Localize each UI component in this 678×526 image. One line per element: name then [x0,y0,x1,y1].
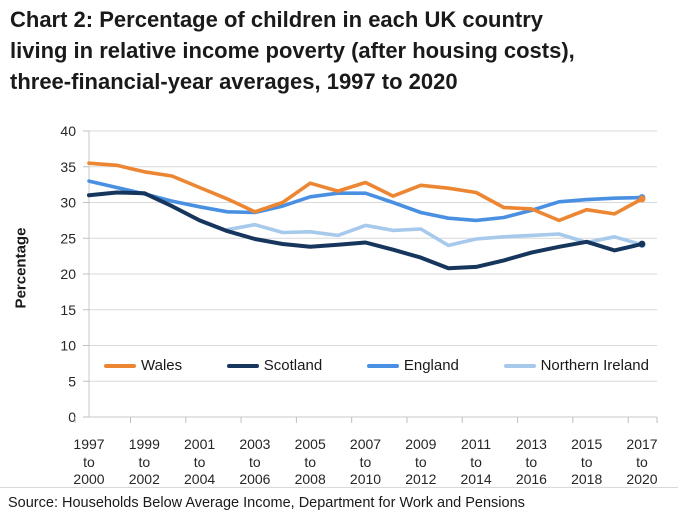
legend-item-northern-ireland: Northern Ireland [503,357,649,374]
x-tick-label: to [470,454,482,470]
x-tick-label: 2020 [626,471,657,487]
x-tick-label: 2014 [461,471,492,487]
series-line-scotland [87,190,644,271]
x-tick-label: 2012 [405,471,436,487]
chart-title-line-1: Chart 2: Percentage of children in each … [10,7,544,32]
x-tick-label: 1999 [129,436,160,452]
y-tick-label: 15 [60,302,76,318]
y-tick-label: 40 [60,123,76,139]
series-end-marker-wales [638,195,646,203]
x-tick-label: to [249,454,261,470]
legend-swatch-scotland [226,363,259,368]
legend-item-england: England [366,357,459,374]
y-tick-label: 35 [60,159,76,175]
x-tick-label: to [304,454,316,470]
x-tick-label: 2009 [405,436,436,452]
chart-title: Chart 2: Percentage of children in each … [10,4,660,97]
legend-label-northern-ireland: Northern Ireland [540,357,649,374]
legend-label-wales: Wales [141,357,183,374]
x-tick-label: 2002 [129,471,160,487]
series-line-wales [87,161,644,223]
y-tick-label: 0 [68,409,76,425]
y-tick-label: 10 [60,338,76,354]
legend-item-scotland: Scotland [226,357,323,374]
x-tick-label: 2015 [571,436,602,452]
y-tick-label: 5 [68,373,76,389]
legend-swatch-wales [104,363,136,368]
x-tick-label: to [581,454,593,470]
x-tick-label: to [526,454,538,470]
x-tick-label: 2013 [516,436,547,452]
series-line-england [87,179,644,223]
x-tick-label: to [636,454,648,470]
y-tick-label: 30 [60,195,76,211]
x-tick-label: 2007 [350,436,381,452]
divider-line [0,487,678,488]
x-tick-label: 2006 [239,471,270,487]
legend-label-scotland: Scotland [263,357,323,374]
x-tick-label: 1997 [73,436,104,452]
chart-title-line-3: three-financial-year averages, 1997 to 2… [10,69,458,94]
series-line-northern-ireland [225,222,644,248]
x-tick-label: to [415,454,427,470]
legend-swatch-england [366,363,399,368]
x-tick-label: 2017 [626,436,657,452]
y-tick-label: 25 [60,230,76,246]
legend-swatch-northern-ireland [503,363,536,368]
x-tick-label: 2011 [461,436,491,452]
x-tick-label: 2018 [571,471,602,487]
x-tick-label: 2008 [295,471,326,487]
x-tick-label: to [194,454,206,470]
legend-item-wales: Wales [104,357,182,374]
chart-legend: Wales Scotland England Northern Ireland [104,357,649,374]
x-tick-label: 2003 [239,436,270,452]
x-tick-label: 2005 [295,436,326,452]
chart-title-line-2: living in relative income poverty (after… [10,38,575,63]
x-tick-label: 2000 [73,471,104,487]
y-tick-label: 20 [60,266,76,282]
legend-label-england: England [403,357,459,374]
source-note: Source: Households Below Average Income,… [8,495,525,511]
x-tick-label: 2010 [350,471,381,487]
series-end-marker-scotland [638,240,646,248]
x-tick-label: to [83,454,95,470]
x-tick-label: 2016 [516,471,547,487]
x-tick-label: 2004 [184,471,215,487]
x-tick-label: 2001 [184,436,215,452]
x-tick-label: to [138,454,150,470]
x-tick-label: to [360,454,372,470]
